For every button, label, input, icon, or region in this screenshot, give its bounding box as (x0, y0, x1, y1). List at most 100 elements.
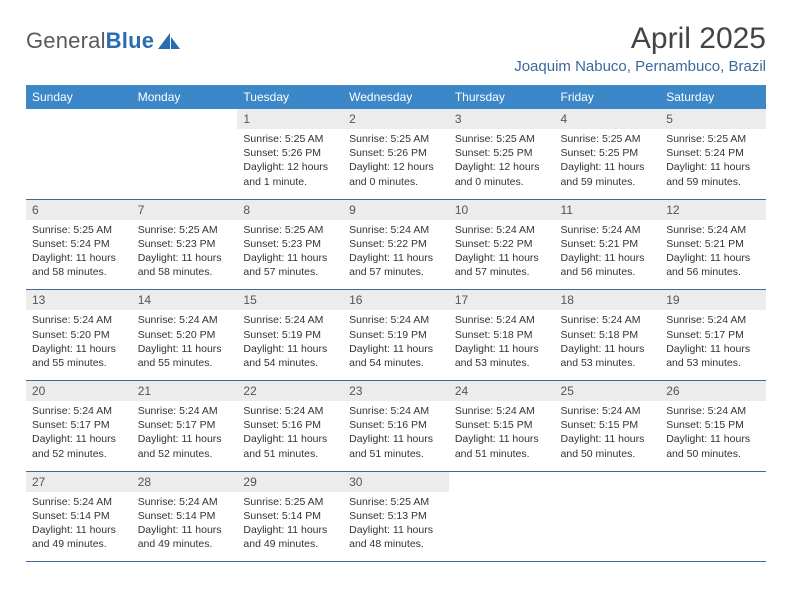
page-header: GeneralBlue April 2025 Joaquim Nabuco, P… (26, 22, 766, 75)
day-body: Sunrise: 5:24 AMSunset: 5:21 PMDaylight:… (660, 220, 766, 290)
sunset-text: Sunset: 5:24 PM (32, 237, 126, 251)
day-body: Sunrise: 5:25 AMSunset: 5:23 PMDaylight:… (132, 220, 238, 290)
day-body: Sunrise: 5:24 AMSunset: 5:18 PMDaylight:… (555, 310, 661, 380)
daylight-text: Daylight: 11 hours and 49 minutes. (243, 523, 337, 551)
sunrise-text: Sunrise: 5:24 AM (455, 404, 549, 418)
daylight-text: Daylight: 11 hours and 57 minutes. (243, 251, 337, 279)
weekday-header: Friday (555, 85, 661, 109)
calendar-body: 1Sunrise: 5:25 AMSunset: 5:26 PMDaylight… (26, 109, 766, 562)
sunrise-text: Sunrise: 5:24 AM (666, 223, 760, 237)
sunset-text: Sunset: 5:21 PM (666, 237, 760, 251)
day-body: Sunrise: 5:24 AMSunset: 5:14 PMDaylight:… (26, 492, 132, 562)
calendar-page: GeneralBlue April 2025 Joaquim Nabuco, P… (0, 0, 792, 562)
sunset-text: Sunset: 5:17 PM (32, 418, 126, 432)
weekday-header-row: Sunday Monday Tuesday Wednesday Thursday… (26, 85, 766, 109)
calendar-day-cell: 13Sunrise: 5:24 AMSunset: 5:20 PMDayligh… (26, 290, 132, 381)
calendar-day-cell (26, 109, 132, 199)
sunrise-text: Sunrise: 5:24 AM (32, 404, 126, 418)
calendar-day-cell: 11Sunrise: 5:24 AMSunset: 5:21 PMDayligh… (555, 199, 661, 290)
daylight-text: Daylight: 11 hours and 59 minutes. (666, 160, 760, 188)
calendar-day-cell: 27Sunrise: 5:24 AMSunset: 5:14 PMDayligh… (26, 471, 132, 562)
day-body: Sunrise: 5:25 AMSunset: 5:25 PMDaylight:… (449, 129, 555, 199)
day-number: 20 (26, 381, 132, 401)
day-body: Sunrise: 5:24 AMSunset: 5:15 PMDaylight:… (660, 401, 766, 471)
day-body: Sunrise: 5:25 AMSunset: 5:25 PMDaylight:… (555, 129, 661, 199)
day-body (449, 492, 555, 558)
weekday-header: Sunday (26, 85, 132, 109)
daylight-text: Daylight: 11 hours and 53 minutes. (455, 342, 549, 370)
day-body: Sunrise: 5:25 AMSunset: 5:24 PMDaylight:… (660, 129, 766, 199)
calendar-day-cell: 23Sunrise: 5:24 AMSunset: 5:16 PMDayligh… (343, 381, 449, 472)
day-body: Sunrise: 5:24 AMSunset: 5:22 PMDaylight:… (449, 220, 555, 290)
day-body: Sunrise: 5:24 AMSunset: 5:16 PMDaylight:… (237, 401, 343, 471)
calendar-day-cell: 12Sunrise: 5:24 AMSunset: 5:21 PMDayligh… (660, 199, 766, 290)
day-body: Sunrise: 5:24 AMSunset: 5:20 PMDaylight:… (26, 310, 132, 380)
day-body: Sunrise: 5:24 AMSunset: 5:18 PMDaylight:… (449, 310, 555, 380)
calendar-day-cell: 7Sunrise: 5:25 AMSunset: 5:23 PMDaylight… (132, 199, 238, 290)
calendar-week-row: 1Sunrise: 5:25 AMSunset: 5:26 PMDaylight… (26, 109, 766, 199)
day-body: Sunrise: 5:24 AMSunset: 5:21 PMDaylight:… (555, 220, 661, 290)
daylight-text: Daylight: 11 hours and 48 minutes. (349, 523, 443, 551)
day-number: 12 (660, 200, 766, 220)
sunrise-text: Sunrise: 5:24 AM (349, 313, 443, 327)
sunset-text: Sunset: 5:15 PM (561, 418, 655, 432)
daylight-text: Daylight: 11 hours and 53 minutes. (666, 342, 760, 370)
logo-general: General (26, 28, 106, 53)
daylight-text: Daylight: 11 hours and 51 minutes. (349, 432, 443, 460)
day-body: Sunrise: 5:25 AMSunset: 5:13 PMDaylight:… (343, 492, 449, 562)
day-number: 26 (660, 381, 766, 401)
day-body: Sunrise: 5:25 AMSunset: 5:26 PMDaylight:… (343, 129, 449, 199)
calendar-day-cell: 29Sunrise: 5:25 AMSunset: 5:14 PMDayligh… (237, 471, 343, 562)
sunrise-text: Sunrise: 5:24 AM (138, 404, 232, 418)
day-number: 24 (449, 381, 555, 401)
title-block: April 2025 Joaquim Nabuco, Pernambuco, B… (514, 22, 766, 75)
day-body (26, 129, 132, 195)
day-number: 22 (237, 381, 343, 401)
daylight-text: Daylight: 11 hours and 54 minutes. (349, 342, 443, 370)
sunset-text: Sunset: 5:22 PM (455, 237, 549, 251)
day-body: Sunrise: 5:25 AMSunset: 5:24 PMDaylight:… (26, 220, 132, 290)
sunrise-text: Sunrise: 5:25 AM (349, 495, 443, 509)
day-number: 29 (237, 472, 343, 492)
day-body: Sunrise: 5:24 AMSunset: 5:17 PMDaylight:… (660, 310, 766, 380)
calendar-day-cell: 24Sunrise: 5:24 AMSunset: 5:15 PMDayligh… (449, 381, 555, 472)
calendar-day-cell: 9Sunrise: 5:24 AMSunset: 5:22 PMDaylight… (343, 199, 449, 290)
day-number: 5 (660, 109, 766, 129)
sunset-text: Sunset: 5:18 PM (561, 328, 655, 342)
day-number: 1 (237, 109, 343, 129)
sunset-text: Sunset: 5:15 PM (666, 418, 760, 432)
sunrise-text: Sunrise: 5:24 AM (561, 223, 655, 237)
sunrise-text: Sunrise: 5:24 AM (666, 404, 760, 418)
daylight-text: Daylight: 11 hours and 51 minutes. (243, 432, 337, 460)
sunset-text: Sunset: 5:26 PM (349, 146, 443, 160)
sunrise-text: Sunrise: 5:25 AM (243, 495, 337, 509)
calendar-day-cell (132, 109, 238, 199)
sunrise-text: Sunrise: 5:25 AM (243, 223, 337, 237)
day-number: 10 (449, 200, 555, 220)
sunrise-text: Sunrise: 5:24 AM (349, 223, 443, 237)
daylight-text: Daylight: 11 hours and 55 minutes. (138, 342, 232, 370)
daylight-text: Daylight: 11 hours and 52 minutes. (32, 432, 126, 460)
daylight-text: Daylight: 12 hours and 0 minutes. (349, 160, 443, 188)
sunset-text: Sunset: 5:25 PM (561, 146, 655, 160)
calendar-day-cell: 14Sunrise: 5:24 AMSunset: 5:20 PMDayligh… (132, 290, 238, 381)
sunset-text: Sunset: 5:15 PM (455, 418, 549, 432)
day-body: Sunrise: 5:24 AMSunset: 5:15 PMDaylight:… (555, 401, 661, 471)
day-number: 14 (132, 290, 238, 310)
sunset-text: Sunset: 5:20 PM (138, 328, 232, 342)
day-number: 8 (237, 200, 343, 220)
day-number: 25 (555, 381, 661, 401)
logo: GeneralBlue (26, 28, 184, 54)
daylight-text: Daylight: 12 hours and 0 minutes. (455, 160, 549, 188)
day-body: Sunrise: 5:25 AMSunset: 5:14 PMDaylight:… (237, 492, 343, 562)
day-body: Sunrise: 5:24 AMSunset: 5:19 PMDaylight:… (343, 310, 449, 380)
sunset-text: Sunset: 5:23 PM (138, 237, 232, 251)
daylight-text: Daylight: 12 hours and 1 minute. (243, 160, 337, 188)
calendar-day-cell (660, 471, 766, 562)
day-body: Sunrise: 5:24 AMSunset: 5:14 PMDaylight:… (132, 492, 238, 562)
page-title: April 2025 (514, 22, 766, 56)
daylight-text: Daylight: 11 hours and 54 minutes. (243, 342, 337, 370)
calendar-day-cell: 10Sunrise: 5:24 AMSunset: 5:22 PMDayligh… (449, 199, 555, 290)
sunset-text: Sunset: 5:14 PM (138, 509, 232, 523)
day-number: 27 (26, 472, 132, 492)
